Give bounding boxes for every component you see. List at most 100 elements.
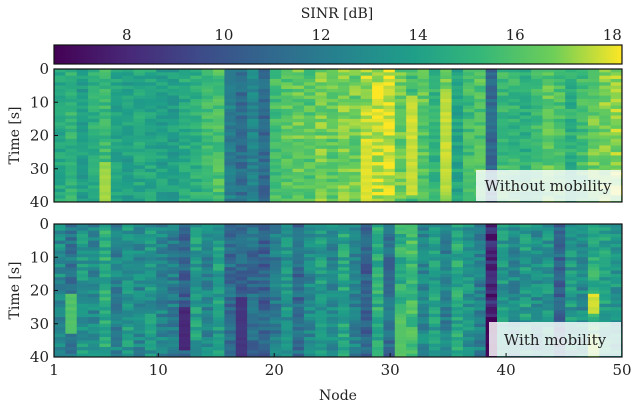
- heatmap-cell: [269, 250, 282, 255]
- heatmap-cell: [292, 132, 305, 136]
- heatmap-cell: [110, 300, 123, 305]
- heatmap-cell: [65, 283, 78, 288]
- heatmap-cell: [88, 330, 100, 335]
- heatmap-cell: [133, 178, 146, 183]
- heatmap-cell: [428, 152, 441, 156]
- y-axis-title-without-mobility: Time [s]: [7, 107, 23, 165]
- heatmap-cell: [303, 263, 316, 268]
- heatmap-cell: [315, 175, 328, 180]
- heatmap-cell: [587, 250, 600, 255]
- heatmap-cell: [531, 230, 543, 235]
- heatmap-cell: [462, 283, 475, 288]
- heatmap-cell: [417, 175, 430, 180]
- heatmap-cell: [54, 195, 66, 200]
- heatmap-cell: [372, 138, 384, 143]
- heatmap-cell: [462, 270, 475, 275]
- heatmap-cell: [338, 353, 350, 358]
- heatmap-cell: [303, 185, 316, 190]
- heatmap-cell: [178, 337, 191, 341]
- heatmap-cell: [224, 152, 237, 156]
- heatmap-cell: [133, 78, 146, 83]
- heatmap-cell: [178, 155, 191, 160]
- heatmap-cell: [360, 300, 373, 305]
- heatmap-cell: [303, 145, 316, 150]
- heatmap-cell: [122, 175, 134, 180]
- heatmap-cell: [110, 267, 123, 271]
- heatmap-cell: [156, 88, 168, 93]
- heatmap-cell: [167, 273, 180, 278]
- heatmap-cell: [54, 185, 66, 190]
- heatmap-cell: [167, 188, 180, 193]
- heatmap-cell: [462, 303, 475, 308]
- heatmap-cell: [360, 320, 373, 325]
- heatmap-cell: [360, 188, 373, 193]
- heatmap-cell: [167, 108, 180, 113]
- heatmap-cell: [542, 293, 555, 298]
- heatmap-cell: [269, 98, 282, 103]
- heatmap-cell: [178, 310, 191, 315]
- heatmap-cell: [451, 115, 464, 120]
- heatmap-cell: [531, 105, 543, 110]
- heatmap-cell: [269, 320, 282, 325]
- heatmap-cell: [485, 108, 498, 113]
- heatmap-cell: [599, 132, 612, 136]
- heatmap-cell: [167, 230, 180, 235]
- heatmap-cell: [65, 250, 78, 255]
- heatmap-cell: [610, 313, 623, 318]
- heatmap-cell: [383, 128, 396, 133]
- heatmap-cell: [292, 317, 305, 321]
- heatmap-cell: [326, 162, 339, 166]
- heatmap-cell: [201, 353, 214, 358]
- heatmap-cell: [508, 280, 521, 285]
- heatmap-cell: [428, 182, 441, 186]
- heatmap-cell: [224, 350, 237, 355]
- heatmap-cell: [190, 145, 203, 150]
- heatmap-cell: [144, 273, 157, 278]
- heatmap-cell: [360, 198, 373, 203]
- heatmap-cell: [281, 323, 293, 328]
- heatmap-cell: [349, 333, 362, 338]
- heatmap-cell: [440, 78, 452, 83]
- heatmap-cell: [462, 273, 475, 278]
- heatmap-cell: [213, 237, 225, 242]
- heatmap-cell: [110, 280, 123, 285]
- heatmap-cell: [553, 243, 566, 248]
- heatmap-cell: [178, 92, 191, 97]
- heatmap-cell: [167, 118, 180, 123]
- heatmap-cell: [383, 230, 396, 235]
- heatmap-cell: [88, 115, 100, 120]
- heatmap-cell: [610, 237, 623, 242]
- heatmap-cell: [338, 88, 350, 93]
- heatmap-cell: [360, 347, 373, 351]
- heatmap-cell: [178, 277, 191, 281]
- heatmap-cell: [406, 280, 418, 285]
- heatmap-cell: [372, 198, 384, 203]
- heatmap-cell: [76, 142, 89, 146]
- heatmap-cell: [201, 293, 214, 298]
- heatmap-cell: [326, 310, 339, 315]
- heatmap-cell: [587, 283, 600, 288]
- heatmap-cell: [303, 327, 316, 331]
- heatmap-cell: [440, 148, 452, 153]
- heatmap-cell: [440, 313, 452, 318]
- heatmap-cell: [269, 118, 282, 123]
- heatmap-cell: [417, 95, 430, 100]
- heatmap-cell: [54, 105, 66, 110]
- heatmap-cell: [474, 300, 487, 305]
- heatmap-cell: [383, 168, 396, 173]
- heatmap-cell: [99, 172, 112, 176]
- heatmap-cell: [508, 257, 521, 261]
- heatmap-cell: [326, 230, 339, 235]
- heatmap-cell: [474, 267, 487, 271]
- heatmap-cell: [519, 102, 532, 106]
- heatmap-cell: [599, 307, 612, 311]
- heatmap-cell: [508, 313, 521, 318]
- heatmap-cell: [349, 165, 362, 170]
- heatmap-cell: [258, 135, 271, 140]
- heatmap-cell: [167, 185, 180, 190]
- heatmap-cell: [462, 108, 475, 113]
- heatmap-cell: [247, 277, 259, 281]
- heatmap-cell: [178, 185, 191, 190]
- heatmap-cell: [213, 343, 225, 348]
- heatmap-cell: [292, 158, 305, 163]
